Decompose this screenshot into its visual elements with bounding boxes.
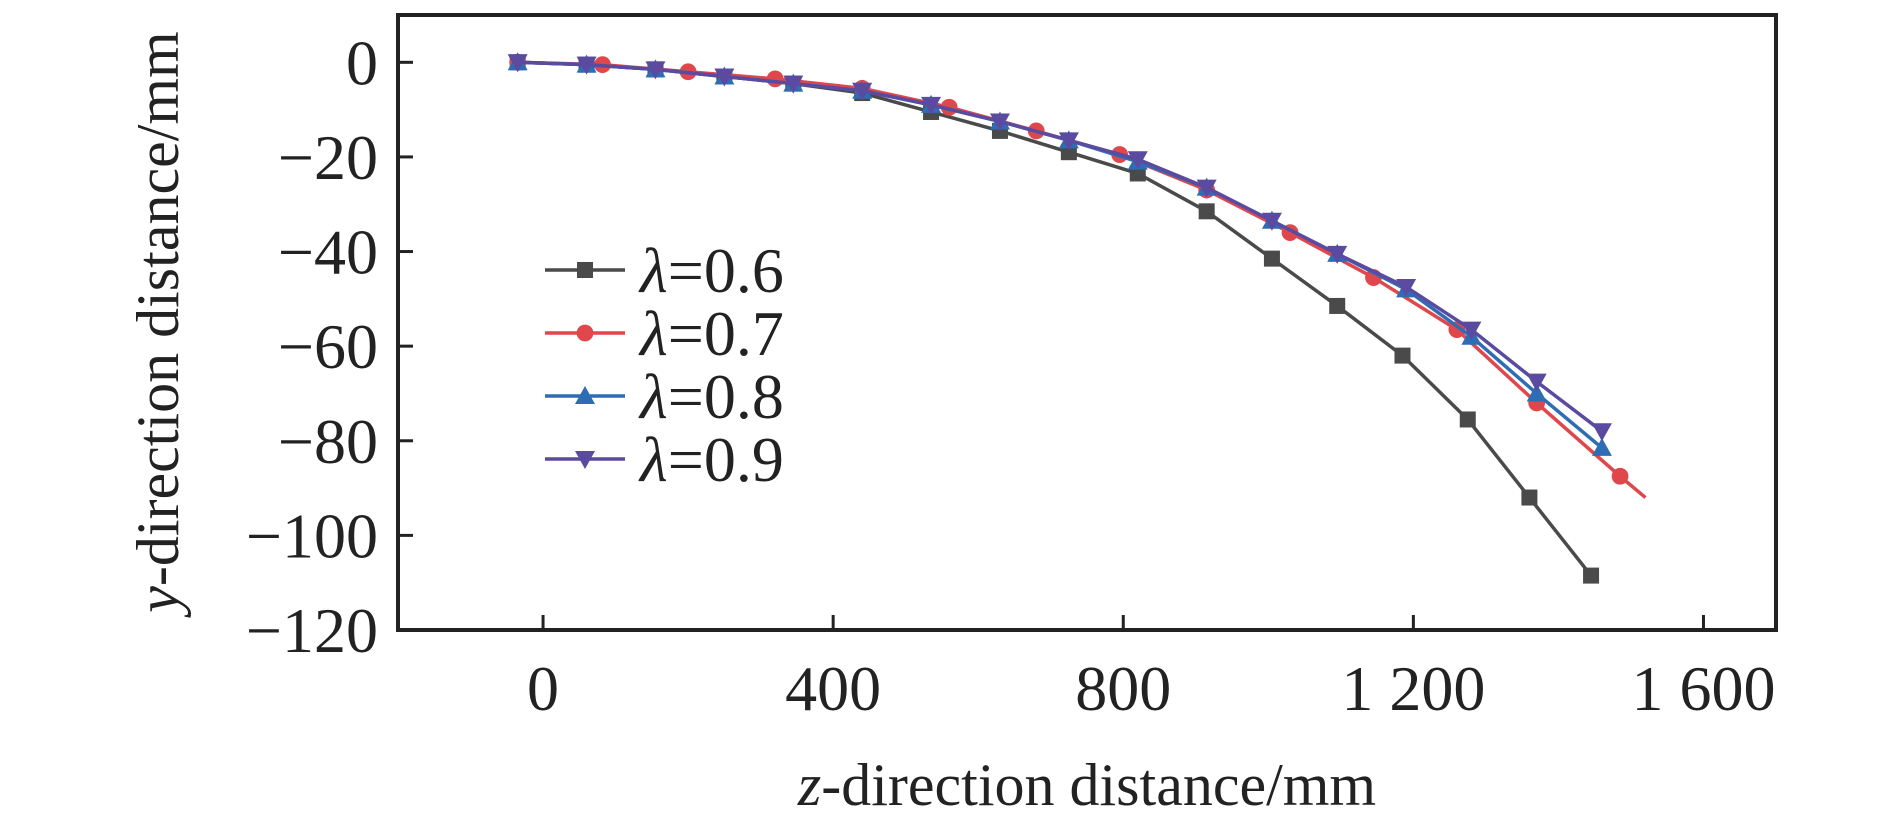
- legend-lambda: λ: [638, 424, 668, 495]
- data-point: [852, 82, 873, 101]
- plot-frame: [396, 13, 1778, 632]
- data-point: [1521, 489, 1538, 506]
- data-point: [1459, 411, 1476, 428]
- data-point: [1261, 212, 1282, 231]
- data-point: [783, 75, 804, 94]
- legend-marker: [575, 451, 595, 469]
- data-point: [1583, 567, 1600, 584]
- legend-value: =0.7: [668, 298, 784, 369]
- legend-value: =0.9: [668, 424, 784, 495]
- legend-label: λ=0.7: [638, 298, 784, 369]
- data-point: [1058, 132, 1079, 151]
- legend-label: λ=0.6: [638, 235, 784, 306]
- legend-value: =0.6: [668, 235, 784, 306]
- legend-item: λ=0.8: [545, 361, 784, 432]
- data-point: [1196, 179, 1217, 198]
- y-axis-label: y-direction distance/mm: [125, 31, 191, 618]
- data-point: [1394, 347, 1411, 364]
- series: [507, 54, 1612, 442]
- data-point: [1591, 437, 1612, 456]
- data-point: [714, 68, 735, 87]
- x-tick-label: 1 200: [1341, 653, 1485, 724]
- x-axis-label: z-direction distance/mm: [797, 752, 1376, 818]
- data-point: [1526, 373, 1547, 392]
- legend-item: λ=0.7: [545, 298, 784, 369]
- legend-marker: [577, 262, 593, 278]
- y-tick-label: 0: [346, 27, 378, 98]
- y-tick-label: −20: [278, 122, 378, 193]
- x-tick-label: 800: [1075, 653, 1171, 724]
- data-point: [576, 56, 597, 75]
- data-point: [1611, 467, 1629, 485]
- legend-item: λ=0.6: [545, 235, 784, 306]
- data-point: [1127, 151, 1148, 170]
- legend: λ=0.6λ=0.7λ=0.8λ=0.9: [545, 235, 784, 495]
- data-point: [1526, 383, 1547, 402]
- legend-item: λ=0.9: [545, 424, 784, 495]
- x-tick-label: 0: [527, 653, 559, 724]
- x-tick-label: 400: [785, 653, 881, 724]
- legend-lambda: λ: [638, 298, 668, 369]
- data-point: [1396, 279, 1417, 298]
- data-point: [921, 96, 942, 115]
- legend-lambda: λ: [638, 361, 668, 432]
- data-point: [989, 113, 1010, 132]
- y-tick-label: −120: [246, 595, 378, 666]
- data-point: [1198, 203, 1215, 220]
- data-point: [1461, 321, 1482, 340]
- data-point: [1327, 245, 1348, 264]
- legend-marker: [576, 324, 594, 342]
- data-point: [766, 70, 784, 88]
- data-point: [507, 54, 528, 73]
- legend-marker: [575, 386, 595, 404]
- y-tick-label: −60: [278, 311, 378, 382]
- x-tick-label: 1 600: [1631, 653, 1775, 724]
- y-tick-label: −40: [278, 217, 378, 288]
- data-point: [1448, 321, 1466, 338]
- legend-label: λ=0.9: [638, 424, 784, 495]
- series-layer: [507, 52, 1647, 584]
- y-tick-label: −100: [246, 500, 378, 571]
- axis-ticks: 0 400 800 1 200 1 600 0 −20 −40 −60 −80 −100 −120: [246, 27, 1776, 724]
- data-point: [1263, 250, 1280, 267]
- data-point: [1591, 423, 1612, 442]
- legend-label: λ=0.8: [638, 361, 784, 432]
- y-tick-label: −80: [278, 406, 378, 477]
- data-point: [1329, 297, 1346, 314]
- legend-value: =0.8: [668, 361, 784, 432]
- data-point: [645, 61, 666, 80]
- legend-lambda: λ: [638, 235, 668, 306]
